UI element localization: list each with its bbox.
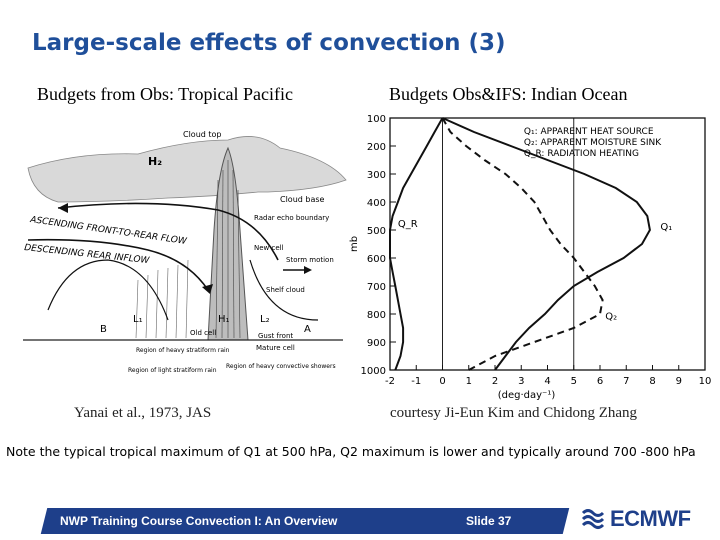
- series-line-1: [441, 117, 604, 371]
- y-tick-label: 600: [367, 254, 386, 265]
- label-cloud-top: Cloud top: [183, 130, 222, 139]
- label-old-cell: Old cell: [190, 329, 216, 337]
- squall-line-diagram: Cloud top H₂ Cloud base ASCENDING FRONT-…: [18, 110, 348, 402]
- label-heavy-convective: Region of heavy convective showers: [226, 363, 336, 370]
- x-axis-label: (deg·day⁻¹): [498, 390, 556, 401]
- y-axis-label: mb: [349, 236, 360, 252]
- front-to-rear-flow-arrow: [57, 202, 279, 261]
- series-line-0: [442, 117, 651, 371]
- right-panel-heading: Budgets Obs&IFS: Indian Ocean: [389, 84, 628, 104]
- ecmwf-logo-text: ECMWF: [610, 506, 691, 531]
- left-caption: Yanai et al., 1973, JAS: [74, 405, 212, 421]
- anvil-cloud: [27, 136, 347, 203]
- label-storm-motion: Storm motion: [286, 256, 334, 264]
- rear-inflow-arrow: [27, 238, 209, 291]
- label-gust-front: Gust front: [258, 332, 293, 340]
- label-radar-echo: Radar echo boundary: [254, 214, 329, 222]
- footer-slide-number: Slide 37: [466, 514, 512, 528]
- y-tick-label: 900: [367, 338, 386, 349]
- y-tick-label: 800: [367, 310, 386, 321]
- label-h2: H₂: [148, 155, 162, 168]
- label-light-stratiform: Region of light stratiform rain: [128, 367, 217, 374]
- squall-line-schematic: Cloud top H₂ Cloud base ASCENDING FRONT-…: [23, 130, 347, 374]
- legend-entry: Q₂: APPARENT MOISTURE SINK: [524, 138, 662, 148]
- x-tick-label: 2: [492, 376, 498, 387]
- label-new-cell: New cell: [254, 244, 284, 252]
- label-cloud-base: Cloud base: [280, 195, 325, 204]
- label-a: A: [304, 324, 311, 335]
- y-tick-label: 700: [367, 282, 386, 293]
- y-tick-label: 400: [367, 198, 386, 209]
- x-tick-label: 9: [676, 376, 682, 387]
- slide-note: Note the typical tropical maximum of Q1 …: [6, 444, 696, 459]
- x-tick-label: 8: [649, 376, 655, 387]
- tower-shading: [215, 160, 241, 339]
- y-tick-label: 200: [367, 142, 386, 153]
- ecmwf-logo-icon: [581, 509, 605, 529]
- legend-entry: Q_R: RADIATION HEATING: [524, 149, 639, 159]
- x-tick-label: 0: [439, 376, 445, 387]
- rain-shafts: [135, 259, 189, 339]
- y-tick-label: 1000: [361, 366, 386, 377]
- x-tick-label: 1: [466, 376, 472, 387]
- y-tick-label: 300: [367, 170, 386, 181]
- x-tick-label: 5: [571, 376, 577, 387]
- x-tick-label: 6: [597, 376, 603, 387]
- legend-entry: Q₁: APPARENT HEAT SOURCE: [524, 127, 654, 137]
- label-l2: L₂: [260, 314, 270, 325]
- series-line-2: [389, 117, 444, 371]
- label-h1: H₁: [218, 314, 230, 325]
- x-tick-label: 4: [544, 376, 550, 387]
- x-tick-label: -2: [385, 376, 395, 387]
- gust-outflow-curve: [249, 259, 319, 321]
- x-tick-label: -1: [411, 376, 421, 387]
- label-l1: L₁: [133, 314, 143, 325]
- label-mature-cell: Mature cell: [256, 344, 295, 352]
- series-label-1: Q₂: [605, 312, 617, 323]
- heating-profile-chart-panel: Q₁ Q₂ Q_R 100 200 300 400 500 600 700 800 900 1000-…: [345, 108, 717, 408]
- y-tick-label: 100: [367, 114, 386, 125]
- footer-course-title: NWP Training Course Convection I: An Ove…: [60, 514, 338, 528]
- x-tick-label: 7: [623, 376, 629, 387]
- label-shelf-cloud: Shelf cloud: [266, 286, 305, 294]
- right-caption: courtesy Ji-Eun Kim and Chidong Zhang: [390, 405, 638, 421]
- x-tick-label: 3: [518, 376, 524, 387]
- label-b: B: [100, 324, 107, 335]
- label-heavy-stratiform: Region of heavy stratiform rain: [136, 347, 230, 354]
- downdraft-curve: [47, 259, 169, 321]
- series-label-0: Q₁: [660, 222, 672, 233]
- series-label-2: Q_R: [398, 219, 418, 230]
- ecmwf-logo: ECMWF: [580, 506, 691, 532]
- slide-title: Large-scale effects of convection (3): [32, 30, 506, 56]
- left-panel-heading: Budgets from Obs: Tropical Pacific: [37, 84, 293, 104]
- x-tick-label: 10: [699, 376, 712, 387]
- y-tick-label: 500: [367, 226, 386, 237]
